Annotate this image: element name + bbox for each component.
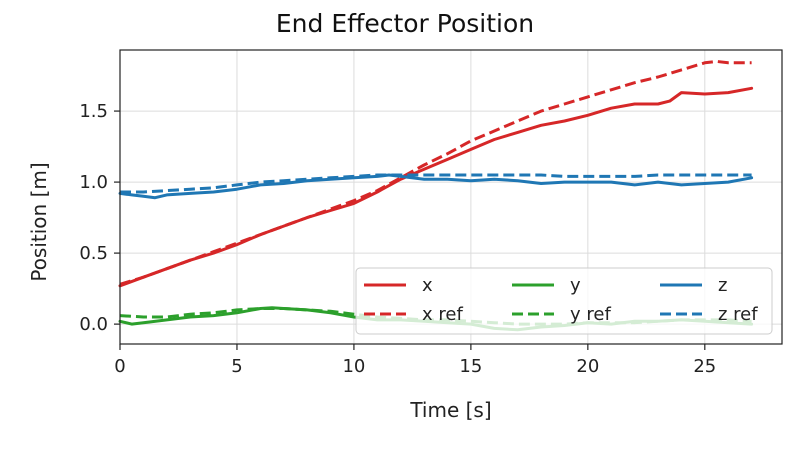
x-axis-label: Time [s] — [409, 398, 491, 422]
y-axis-label: Position [m] — [27, 162, 51, 281]
y-tick-label: 1.0 — [79, 172, 108, 193]
legend-label-x-ref: x ref — [422, 304, 463, 325]
series-line-z — [118, 173, 754, 200]
x-tick-label: 15 — [459, 356, 482, 377]
y-tick-label: 1.5 — [79, 101, 108, 122]
legend-label-y-ref: y ref — [570, 304, 611, 325]
x-tick-label: 5 — [231, 356, 242, 377]
x-axis-ticks: 0 5 10 15 20 25 — [114, 344, 716, 377]
series-line-y-ref — [119, 307, 752, 326]
legend-label-z-ref: z ref — [718, 304, 758, 325]
legend-box — [355, 267, 773, 335]
legend-label-y: y — [570, 275, 581, 296]
series-line-x — [118, 86, 754, 288]
x-tick-label: 10 — [342, 356, 365, 377]
series-line-x-ref — [119, 59, 752, 286]
y-axis-ticks: 0.0 0.5 1.0 1.5 — [79, 101, 120, 335]
legend: x x ref y y ref z z ref — [355, 267, 773, 335]
legend-label-z: z — [718, 275, 727, 296]
y-tick-label: 0.5 — [79, 243, 108, 264]
chart-title: End Effector Position — [276, 9, 534, 38]
x-tick-label: 0 — [114, 356, 125, 377]
x-tick-label: 20 — [576, 356, 599, 377]
plot-frame — [119, 49, 783, 345]
y-tick-label: 0.0 — [79, 314, 108, 335]
legend-label-x: x — [422, 275, 433, 296]
series-line-z-ref — [120, 173, 752, 194]
x-tick-label: 25 — [693, 356, 716, 377]
